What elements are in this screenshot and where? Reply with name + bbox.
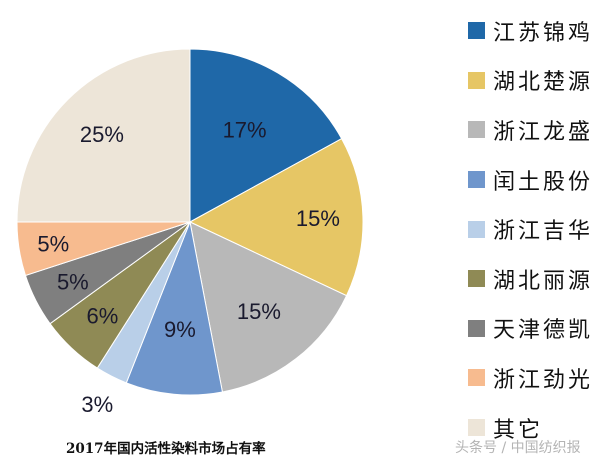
slice-label: 5% <box>37 232 69 257</box>
legend-item: 江苏锦鸡 <box>468 6 609 56</box>
legend-swatch <box>468 121 485 139</box>
pie-labels: 17% 15% 15% 9% 3% 6% 5% 5% 25% <box>37 118 340 417</box>
legend-label: 湖北楚源 <box>493 70 594 96</box>
slice-label: 3% <box>81 392 113 417</box>
slice-label: 5% <box>57 270 89 295</box>
legend-item: 浙江龙盛 <box>468 105 609 155</box>
slice-label: 17% <box>223 118 267 143</box>
legend-label: 江苏锦鸡 <box>493 20 594 46</box>
legend-swatch <box>468 171 485 189</box>
pie-slice <box>16 48 191 223</box>
slice-label: 6% <box>86 303 118 328</box>
legend-swatch <box>468 71 485 89</box>
slice-label: 25% <box>80 122 124 147</box>
legend-swatch <box>468 369 485 387</box>
legend: 江苏锦鸡 湖北楚源 浙江龙盛 闰土股份 浙江吉华 湖北丽源 天津德凯 浙江劲光 … <box>468 6 609 452</box>
legend-item: 闰土股份 <box>468 155 609 205</box>
legend-swatch <box>468 220 485 238</box>
legend-swatch <box>468 22 485 40</box>
legend-swatch <box>468 319 485 337</box>
legend-label: 浙江吉华 <box>493 219 594 245</box>
legend-label: 浙江龙盛 <box>493 119 594 145</box>
legend-item: 湖北楚源 <box>468 56 609 106</box>
slice-label: 15% <box>237 299 281 324</box>
pie-slice <box>125 220 224 396</box>
slice-label: 15% <box>296 206 340 231</box>
legend-label: 湖北丽源 <box>493 268 594 294</box>
legend-swatch <box>468 270 485 288</box>
legend-item: 天津德凯 <box>468 304 609 354</box>
legend-label: 其它 <box>493 417 544 443</box>
legend-item: 浙江吉华 <box>468 204 609 254</box>
pie-slice <box>189 221 348 393</box>
pie-slices <box>16 48 364 396</box>
legend-item: 浙江劲光 <box>468 353 609 403</box>
watermark: 头条号 / 中国纺织报 <box>455 440 581 456</box>
legend-label: 闰土股份 <box>493 169 594 195</box>
legend-label: 浙江劲光 <box>493 367 594 393</box>
legend-label: 天津德凯 <box>493 318 594 344</box>
legend-item: 其它 <box>468 403 609 453</box>
legend-item: 湖北丽源 <box>468 254 609 304</box>
legend-swatch <box>468 419 485 437</box>
slice-label: 9% <box>164 317 196 342</box>
pie-slice <box>188 137 364 297</box>
pie-slice <box>189 48 343 223</box>
chart-title: 2017年国内活性染料市场占有率 <box>66 441 266 457</box>
